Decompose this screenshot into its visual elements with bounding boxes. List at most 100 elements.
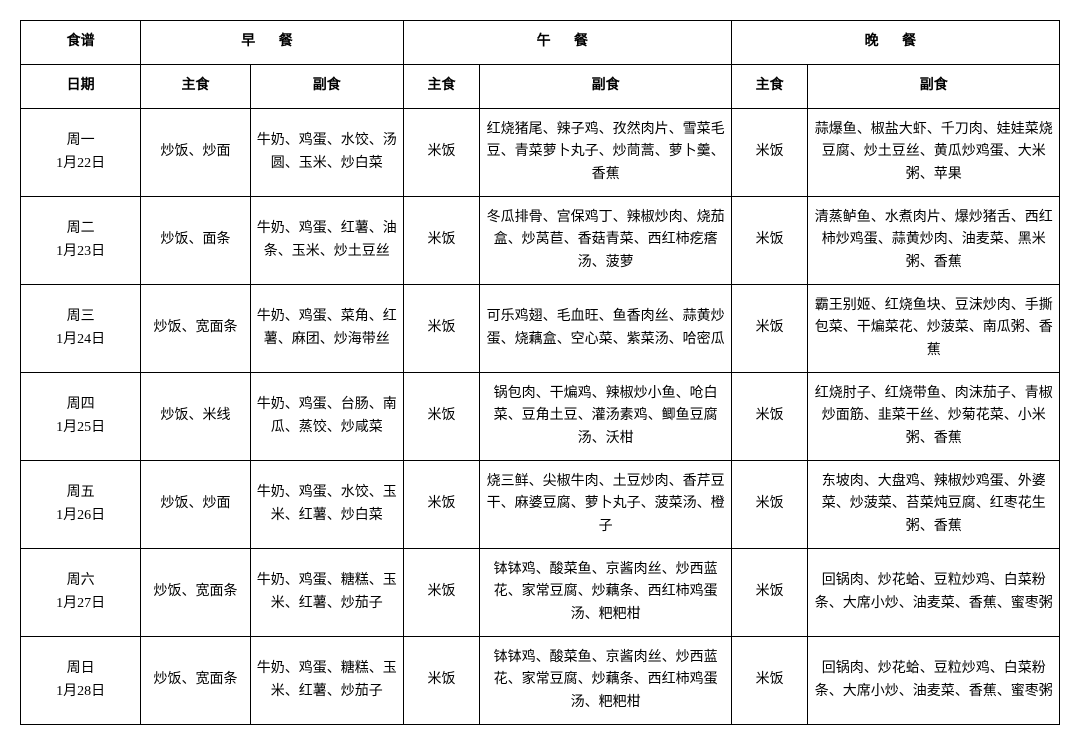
cell-date: 周日1月28日	[21, 637, 141, 725]
cell-b-main-text: 炒饭、宽面条	[145, 317, 245, 339]
header-l-side: 副食	[480, 65, 732, 109]
cell-b-side: 牛奶、鸡蛋、糖糕、玉米、红薯、炒茄子	[250, 637, 403, 725]
date-label: 1月27日	[25, 593, 136, 615]
cell-l-main: 米饭	[403, 637, 480, 725]
cell-l-main-text: 米饭	[408, 493, 476, 515]
cell-b-side: 牛奶、鸡蛋、红薯、油条、玉米、炒土豆丝	[250, 197, 403, 285]
cell-d-main-text: 米饭	[736, 317, 804, 339]
cell-d-main: 米饭	[731, 197, 808, 285]
cell-d-side-text: 霸王别姬、红烧鱼块、豆沫炒肉、手撕包菜、干煸菜花、炒菠菜、南瓜粥、香蕉	[812, 295, 1055, 362]
header-l-staple: 主食	[403, 65, 480, 109]
header-lunch: 午 餐	[403, 21, 731, 65]
cell-d-side: 东坡肉、大盘鸡、辣椒炒鸡蛋、外婆菜、炒菠菜、苔菜炖豆腐、红枣花生粥、香蕉	[808, 461, 1060, 549]
date-label: 1月23日	[25, 241, 136, 263]
day-label: 周一	[25, 130, 136, 152]
cell-l-side: 钵钵鸡、酸菜鱼、京酱肉丝、炒西蓝花、家常豆腐、炒藕条、西红柿鸡蛋汤、粑粑柑	[480, 549, 732, 637]
cell-b-side: 牛奶、鸡蛋、水饺、玉米、红薯、炒白菜	[250, 461, 403, 549]
cell-d-main: 米饭	[731, 285, 808, 373]
cell-l-side: 烧三鲜、尖椒牛肉、土豆炒肉、香芹豆干、麻婆豆腐、萝卜丸子、菠菜汤、橙子	[480, 461, 732, 549]
date-label: 1月25日	[25, 417, 136, 439]
cell-d-main: 米饭	[731, 109, 808, 197]
cell-b-main-text: 炒饭、宽面条	[145, 669, 245, 691]
cell-d-main-text: 米饭	[736, 493, 804, 515]
header-dinner: 晚 餐	[731, 21, 1059, 65]
cell-l-side: 红烧猪尾、辣子鸡、孜然肉片、雪菜毛豆、青菜萝卜丸子、炒茼蒿、萝卜羹、香蕉	[480, 109, 732, 197]
table-row: 周四1月25日炒饭、米线牛奶、鸡蛋、台肠、南瓜、蒸饺、炒咸菜米饭锅包肉、干煸鸡、…	[21, 373, 1060, 461]
cell-d-main-text: 米饭	[736, 405, 804, 427]
cell-l-main-text: 米饭	[408, 141, 476, 163]
cell-b-side-text: 牛奶、鸡蛋、水饺、玉米、红薯、炒白菜	[255, 482, 399, 527]
cell-d-side: 回锅肉、炒花蛤、豆粒炒鸡、白菜粉条、大席小炒、油麦菜、香蕉、蜜枣粥	[808, 549, 1060, 637]
table-row: 周三1月24日炒饭、宽面条牛奶、鸡蛋、菜角、红薯、麻团、炒海带丝米饭可乐鸡翅、毛…	[21, 285, 1060, 373]
day-label: 周三	[25, 306, 136, 328]
date-label: 1月24日	[25, 329, 136, 351]
cell-b-side: 牛奶、鸡蛋、菜角、红薯、麻团、炒海带丝	[250, 285, 403, 373]
cell-b-main: 炒饭、宽面条	[141, 549, 250, 637]
cell-date: 周三1月24日	[21, 285, 141, 373]
cell-b-main: 炒饭、炒面	[141, 109, 250, 197]
cell-l-side: 钵钵鸡、酸菜鱼、京酱肉丝、炒西蓝花、家常豆腐、炒藕条、西红柿鸡蛋汤、粑粑柑	[480, 637, 732, 725]
cell-b-side-text: 牛奶、鸡蛋、糖糕、玉米、红薯、炒茄子	[255, 570, 399, 615]
cell-date: 周五1月26日	[21, 461, 141, 549]
meal-plan-table: 食谱 早 餐 午 餐 晚 餐 日期 主食 副食 主食 副食 主食 副食 周一1月…	[20, 20, 1060, 725]
cell-d-side-text: 回锅肉、炒花蛤、豆粒炒鸡、白菜粉条、大席小炒、油麦菜、香蕉、蜜枣粥	[812, 658, 1055, 703]
cell-b-side: 牛奶、鸡蛋、台肠、南瓜、蒸饺、炒咸菜	[250, 373, 403, 461]
header-date: 日期	[21, 65, 141, 109]
cell-d-side: 回锅肉、炒花蛤、豆粒炒鸡、白菜粉条、大席小炒、油麦菜、香蕉、蜜枣粥	[808, 637, 1060, 725]
cell-d-main: 米饭	[731, 373, 808, 461]
table-row: 周二1月23日炒饭、面条牛奶、鸡蛋、红薯、油条、玉米、炒土豆丝米饭冬瓜排骨、宫保…	[21, 197, 1060, 285]
cell-l-main-text: 米饭	[408, 581, 476, 603]
cell-b-main-text: 炒饭、面条	[145, 229, 245, 251]
cell-d-main: 米饭	[731, 549, 808, 637]
cell-b-main: 炒饭、宽面条	[141, 285, 250, 373]
cell-l-side: 锅包肉、干煸鸡、辣椒炒小鱼、呛白菜、豆角土豆、灌汤素鸡、鲫鱼豆腐汤、沃柑	[480, 373, 732, 461]
day-label: 周日	[25, 658, 136, 680]
cell-d-side-text: 回锅肉、炒花蛤、豆粒炒鸡、白菜粉条、大席小炒、油麦菜、香蕉、蜜枣粥	[812, 570, 1055, 615]
cell-date: 周四1月25日	[21, 373, 141, 461]
cell-d-side-text: 清蒸鲈鱼、水煮肉片、爆炒猪舌、西红柿炒鸡蛋、蒜黄炒肉、油麦菜、黑米粥、香蕉	[812, 207, 1055, 274]
cell-l-side-text: 烧三鲜、尖椒牛肉、土豆炒肉、香芹豆干、麻婆豆腐、萝卜丸子、菠菜汤、橙子	[484, 471, 727, 538]
cell-l-side-text: 可乐鸡翅、毛血旺、鱼香肉丝、蒜黄炒蛋、烧藕盒、空心菜、紫菜汤、哈密瓜	[484, 306, 727, 351]
cell-b-main: 炒饭、米线	[141, 373, 250, 461]
cell-l-main: 米饭	[403, 285, 480, 373]
header-recipe: 食谱	[21, 21, 141, 65]
cell-l-side-text: 冬瓜排骨、宫保鸡丁、辣椒炒肉、烧茄盒、炒莴苣、香菇青菜、西红柿疙瘩汤、菠萝	[484, 207, 727, 274]
cell-d-main-text: 米饭	[736, 229, 804, 251]
cell-l-main-text: 米饭	[408, 405, 476, 427]
cell-b-main: 炒饭、炒面	[141, 461, 250, 549]
cell-l-main-text: 米饭	[408, 229, 476, 251]
cell-b-side-text: 牛奶、鸡蛋、红薯、油条、玉米、炒土豆丝	[255, 218, 399, 263]
cell-b-side: 牛奶、鸡蛋、糖糕、玉米、红薯、炒茄子	[250, 549, 403, 637]
cell-l-main: 米饭	[403, 461, 480, 549]
header-d-staple: 主食	[731, 65, 808, 109]
cell-l-side-text: 锅包肉、干煸鸡、辣椒炒小鱼、呛白菜、豆角土豆、灌汤素鸡、鲫鱼豆腐汤、沃柑	[484, 383, 727, 450]
cell-b-main-text: 炒饭、炒面	[145, 493, 245, 515]
cell-date: 周二1月23日	[21, 197, 141, 285]
day-label: 周六	[25, 570, 136, 592]
day-label: 周四	[25, 394, 136, 416]
header-b-side: 副食	[250, 65, 403, 109]
day-label: 周五	[25, 482, 136, 504]
cell-d-side: 蒜爆鱼、椒盐大虾、千刀肉、娃娃菜烧豆腐、炒土豆丝、黄瓜炒鸡蛋、大米粥、苹果	[808, 109, 1060, 197]
cell-l-main: 米饭	[403, 373, 480, 461]
cell-l-side-text: 红烧猪尾、辣子鸡、孜然肉片、雪菜毛豆、青菜萝卜丸子、炒茼蒿、萝卜羹、香蕉	[484, 119, 727, 186]
cell-date: 周六1月27日	[21, 549, 141, 637]
cell-b-side-text: 牛奶、鸡蛋、糖糕、玉米、红薯、炒茄子	[255, 658, 399, 703]
cell-l-main: 米饭	[403, 549, 480, 637]
date-label: 1月26日	[25, 505, 136, 527]
cell-l-side: 可乐鸡翅、毛血旺、鱼香肉丝、蒜黄炒蛋、烧藕盒、空心菜、紫菜汤、哈密瓜	[480, 285, 732, 373]
cell-b-main-text: 炒饭、宽面条	[145, 581, 245, 603]
cell-b-main-text: 炒饭、炒面	[145, 141, 245, 163]
meal-plan-body: 周一1月22日炒饭、炒面牛奶、鸡蛋、水饺、汤圆、玉米、炒白菜米饭红烧猪尾、辣子鸡…	[21, 109, 1060, 725]
cell-l-main: 米饭	[403, 197, 480, 285]
table-row: 周六1月27日炒饭、宽面条牛奶、鸡蛋、糖糕、玉米、红薯、炒茄子米饭钵钵鸡、酸菜鱼…	[21, 549, 1060, 637]
cell-l-main-text: 米饭	[408, 317, 476, 339]
cell-d-main-text: 米饭	[736, 669, 804, 691]
cell-d-side-text: 东坡肉、大盘鸡、辣椒炒鸡蛋、外婆菜、炒菠菜、苔菜炖豆腐、红枣花生粥、香蕉	[812, 471, 1055, 538]
cell-d-side-text: 蒜爆鱼、椒盐大虾、千刀肉、娃娃菜烧豆腐、炒土豆丝、黄瓜炒鸡蛋、大米粥、苹果	[812, 119, 1055, 186]
cell-b-side-text: 牛奶、鸡蛋、菜角、红薯、麻团、炒海带丝	[255, 306, 399, 351]
cell-b-side-text: 牛奶、鸡蛋、台肠、南瓜、蒸饺、炒咸菜	[255, 394, 399, 439]
cell-d-side-text: 红烧肘子、红烧带鱼、肉沫茄子、青椒炒面筋、韭菜干丝、炒菊花菜、小米粥、香蕉	[812, 383, 1055, 450]
table-row: 周日1月28日炒饭、宽面条牛奶、鸡蛋、糖糕、玉米、红薯、炒茄子米饭钵钵鸡、酸菜鱼…	[21, 637, 1060, 725]
cell-b-main: 炒饭、面条	[141, 197, 250, 285]
